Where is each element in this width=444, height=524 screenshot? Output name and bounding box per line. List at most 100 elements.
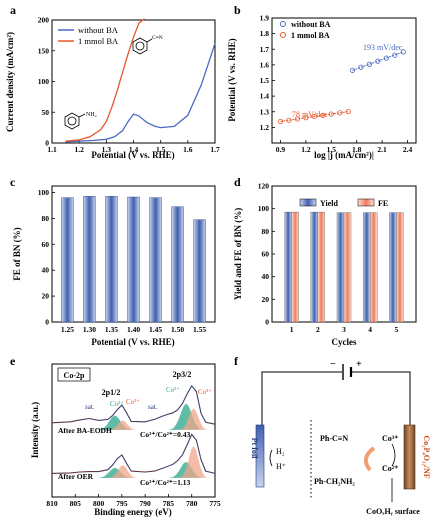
panel-b-ylabel: Potential (V vs. RHE) <box>227 38 237 121</box>
data-point <box>311 113 317 120</box>
h2-label: H₂ <box>276 447 285 456</box>
panel-a-series <box>65 18 216 143</box>
panel-a: a 1.1 1.2 1.3 1.4 1.5 1.6 1.7 0 50 100 150 200 with… <box>5 3 220 160</box>
bar-fe <box>396 212 404 323</box>
legend-label-b-1mmol-ba: 1 mmol BA <box>291 31 330 40</box>
x-tick-label: 1.5 <box>156 145 166 154</box>
after-oer-label: After OER <box>58 472 94 481</box>
data-point <box>320 112 326 118</box>
panel-e-ticks: 810 805 800 795 790 785 780 775 <box>46 494 221 508</box>
data-point <box>328 111 334 117</box>
data-point <box>345 108 351 115</box>
y-tick-label: 20 <box>42 292 50 301</box>
y-tick-label: 1.6 <box>260 60 270 69</box>
x-tick-label: 1.40 <box>127 325 140 334</box>
y-tick-label: 60 <box>262 250 270 259</box>
legend-swatch-fe <box>357 198 375 207</box>
panel-f-letter: f <box>234 354 239 368</box>
panel-e-xlabel: Binding energy (eV) <box>94 507 172 517</box>
data-point <box>349 67 356 73</box>
bar-yield <box>389 212 397 323</box>
data-point <box>392 52 398 58</box>
y-tick-label: 200 <box>38 16 50 25</box>
legend-marker-1mmol-ba <box>280 32 286 38</box>
panel-c: c 0 20 40 60 80 100 1.25 1.30 1.35 1.40 1.45 1.50 1.… <box>10 175 216 347</box>
panel-d-letter: d <box>234 175 241 189</box>
co3-component <box>108 465 137 478</box>
x-tick-label: 790 <box>140 499 152 508</box>
bar-yield <box>284 211 292 323</box>
panel-a-ticks: 1.1 1.2 1.3 1.4 1.5 1.6 1.7 0 50 100 150 200 <box>38 16 220 155</box>
bar <box>193 219 206 323</box>
panel-e-series <box>51 384 216 478</box>
panel-d-ticks: 0 20 40 60 80 100 120 1 2 3 4 5 <box>258 182 399 335</box>
data-point <box>277 118 284 125</box>
satellite-label-1: sat. <box>85 403 95 411</box>
panel-b-ticks: 0.9 1.2 1.5 1.8 2.1 2.4 1.2 1.3 1.4 1.5 1.6 1.7 1.8 1… <box>260 14 413 155</box>
x-tick-label: 1.6 <box>183 145 193 154</box>
panel-e-frame <box>51 363 216 498</box>
data-point <box>303 115 309 121</box>
bar-yield <box>310 211 318 323</box>
x-tick-label: 1.30 <box>83 325 96 334</box>
y-tick-label: 1.2 <box>260 123 270 132</box>
panel-c-bars <box>61 196 206 323</box>
circuit-wire-left <box>261 371 342 425</box>
panel-a-letter: a <box>10 3 16 17</box>
benzonitrile-structure-icon <box>132 37 153 55</box>
y-tick-label: 1.3 <box>260 107 270 116</box>
x-tick-label: 1.4 <box>129 145 139 154</box>
panel-e-letter: e <box>10 354 16 368</box>
x-tick-label: 1.3 <box>102 145 112 154</box>
satellite-label-2: sat. <box>148 403 158 411</box>
bar-fe <box>291 211 299 323</box>
pt-foil-electrode <box>255 424 265 488</box>
bar <box>83 196 96 323</box>
panel-d: d 0 20 40 60 80 100 120 1 2 3 4 5 Yield FE Cycles Y… <box>233 175 417 347</box>
co3-component <box>179 408 208 430</box>
x-tick-label: 1.5 <box>327 145 337 154</box>
panel-a-ylabel: Current density (mA/cm²) <box>5 32 15 132</box>
x-tick-label: 1.25 <box>61 325 74 334</box>
co2p-label: Co-2p <box>64 371 85 380</box>
x-tick-label: 805 <box>70 499 82 508</box>
legend-swatch-yield <box>299 198 317 207</box>
co3-label-2: Co³⁺ <box>166 386 180 394</box>
fit-envelope <box>51 385 216 425</box>
y-tick-label: 120 <box>258 182 270 191</box>
panel-d-xlabel: Cycles <box>332 337 357 347</box>
co2p-label-box <box>57 367 91 382</box>
peak-2p32-label: 2p3/2 <box>173 370 192 379</box>
co-redox-arrow-icon <box>391 443 396 467</box>
panel-c-xlabel: Potential (V vs. RHE) <box>91 337 174 347</box>
amine-label: Ph-CH₂NH₂ <box>314 477 355 486</box>
bar <box>149 197 162 323</box>
circuit-wire-right <box>352 371 411 425</box>
data-point <box>400 49 406 55</box>
data-point <box>286 117 292 123</box>
co3-label-3: Co³⁺ <box>198 388 212 396</box>
bar-yield <box>336 212 345 323</box>
x-tick-label: 1 <box>290 325 294 334</box>
co2-site-label: Co²⁺ <box>382 464 398 473</box>
co3-label-1: Co³⁺ <box>126 398 140 406</box>
surface-label: CoOₓHᵧ surface <box>366 507 420 516</box>
data-point <box>366 61 373 67</box>
fit-line <box>352 51 404 71</box>
after-ba-eodh-label: After BA-EODH <box>58 426 112 435</box>
panel-c-ylabel: FE of BN (%) <box>12 227 22 280</box>
x-tick-label: 810 <box>46 499 58 508</box>
x-tick-label: 1.55 <box>193 325 206 334</box>
series-line-without-ba <box>65 43 216 143</box>
panel-c-letter: c <box>10 175 16 189</box>
data-point <box>383 55 389 61</box>
y-tick-label: 0 <box>265 318 269 327</box>
panel-b-letter: b <box>234 3 241 17</box>
y-tick-label: 0 <box>45 318 49 327</box>
co2-label-1: Co²⁺ <box>110 400 124 408</box>
panel-f: f − + Pt foil H₂ H⁺ Co₂P₄O₁₂/NF Ph-C≡N P… <box>234 354 431 516</box>
data-point <box>358 64 364 70</box>
peak-2p12-label: 2p1/2 <box>102 388 121 397</box>
